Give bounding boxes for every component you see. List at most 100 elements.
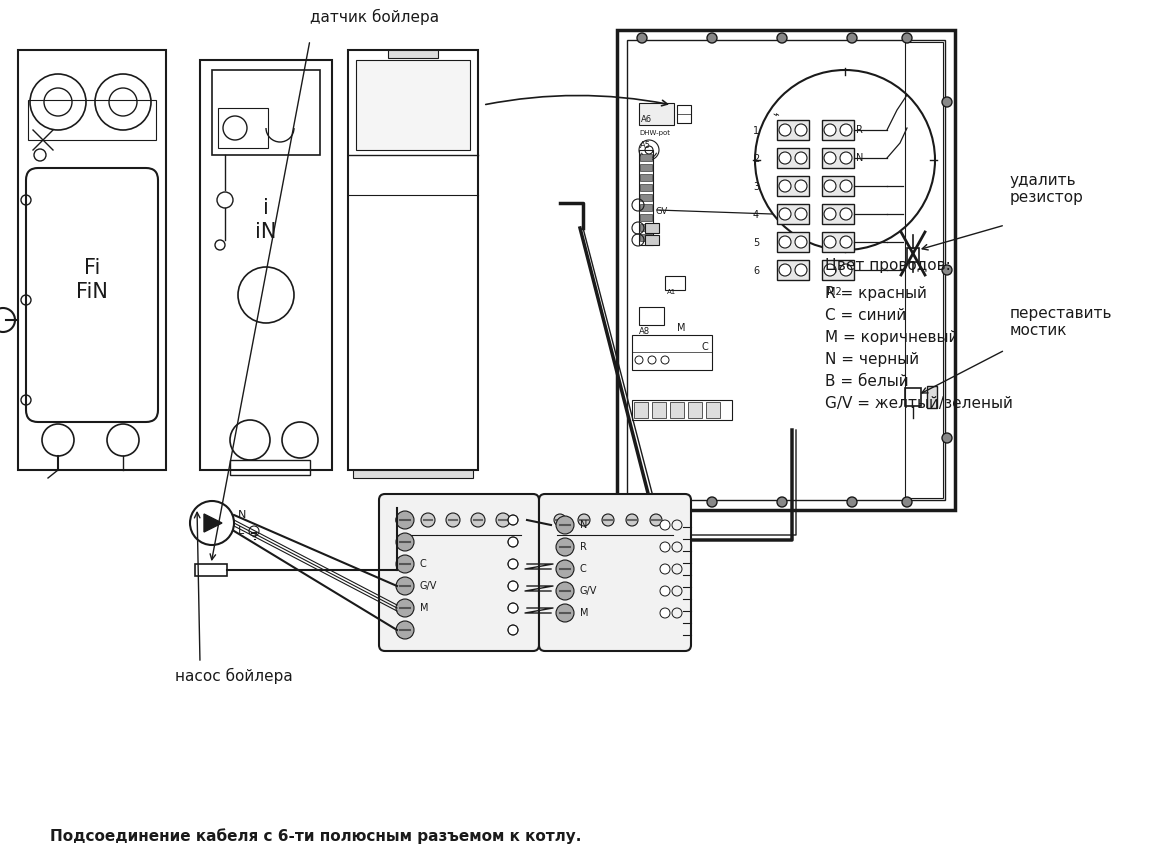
Circle shape [554, 514, 566, 526]
Text: L: L [238, 526, 244, 536]
Bar [670, 402, 684, 418]
Bar [777, 148, 809, 168]
Circle shape [847, 497, 857, 507]
Text: N: N [238, 510, 247, 520]
Bar [907, 248, 919, 262]
Bar [822, 260, 854, 280]
Bar [645, 223, 659, 233]
Bar [640, 194, 652, 201]
Circle shape [840, 264, 852, 276]
Bar [822, 120, 854, 140]
Circle shape [421, 513, 435, 527]
Circle shape [395, 533, 414, 551]
Circle shape [637, 497, 647, 507]
Bar [356, 60, 470, 150]
Circle shape [508, 537, 518, 547]
Text: R: R [580, 542, 587, 552]
Text: DHW-pot: DHW-pot [638, 130, 670, 136]
Bar [638, 103, 675, 125]
Polygon shape [204, 514, 222, 532]
Text: 3: 3 [752, 182, 759, 192]
Text: 6: 6 [752, 266, 759, 276]
Circle shape [602, 514, 614, 526]
Text: 5: 5 [752, 238, 759, 248]
Circle shape [508, 603, 518, 613]
Circle shape [556, 604, 575, 622]
Bar [388, 50, 438, 58]
Text: A8: A8 [638, 328, 650, 336]
Circle shape [659, 608, 670, 618]
Text: i
iN: i iN [256, 198, 277, 242]
Bar [348, 50, 478, 470]
Circle shape [942, 433, 952, 443]
Text: G/V = желтый/зеленый: G/V = желтый/зеленый [825, 396, 1013, 411]
Text: M2: M2 [827, 287, 842, 297]
Bar [777, 120, 809, 140]
Text: переставить
мостик: переставить мостик [1009, 305, 1113, 338]
Circle shape [659, 520, 670, 530]
Bar [640, 204, 652, 211]
Circle shape [779, 236, 791, 248]
Bar [230, 460, 311, 475]
Circle shape [508, 559, 518, 569]
Circle shape [942, 97, 952, 107]
Circle shape [942, 265, 952, 275]
Bar [640, 184, 652, 191]
Bar [706, 402, 720, 418]
Bar [354, 470, 473, 478]
Circle shape [659, 542, 670, 552]
Bar [822, 204, 854, 224]
Circle shape [777, 33, 787, 43]
Bar [905, 388, 921, 406]
Circle shape [556, 582, 575, 600]
Text: датчик бойлера: датчик бойлера [311, 9, 440, 25]
Circle shape [650, 514, 662, 526]
Circle shape [779, 180, 791, 192]
Text: C: C [580, 564, 587, 574]
Circle shape [795, 124, 807, 136]
Circle shape [847, 33, 857, 43]
Text: удалить
резистор: удалить резистор [1009, 172, 1084, 205]
Circle shape [779, 264, 791, 276]
Circle shape [637, 33, 647, 43]
Text: A5: A5 [640, 141, 651, 149]
Bar [638, 307, 664, 325]
Text: N: N [580, 520, 587, 530]
Circle shape [825, 264, 836, 276]
Circle shape [795, 180, 807, 192]
Text: GV: GV [655, 207, 668, 215]
Circle shape [779, 208, 791, 220]
Circle shape [779, 124, 791, 136]
Circle shape [840, 236, 852, 248]
Bar [28, 100, 156, 140]
Circle shape [825, 124, 836, 136]
Bar [777, 204, 809, 224]
Bar [212, 70, 320, 155]
Bar [640, 214, 652, 221]
Circle shape [508, 581, 518, 591]
Bar [905, 42, 943, 498]
Circle shape [495, 513, 511, 527]
Bar [645, 235, 659, 245]
Bar [638, 150, 652, 245]
Text: C = синий: C = синий [825, 308, 906, 323]
Circle shape [395, 511, 414, 529]
Circle shape [508, 515, 518, 525]
Text: G/V: G/V [580, 586, 598, 596]
Circle shape [795, 264, 807, 276]
Text: насос бойлера: насос бойлера [174, 668, 293, 684]
Circle shape [779, 152, 791, 164]
Circle shape [395, 555, 414, 573]
Text: M: M [580, 608, 588, 618]
Text: N = черный: N = черный [825, 352, 919, 367]
Bar [640, 174, 652, 181]
Bar [688, 402, 702, 418]
Bar [822, 148, 854, 168]
Bar [17, 50, 166, 470]
Bar [777, 232, 809, 252]
Circle shape [840, 208, 852, 220]
Circle shape [795, 208, 807, 220]
Bar [665, 276, 685, 290]
Circle shape [840, 180, 852, 192]
Text: M: M [677, 323, 685, 333]
